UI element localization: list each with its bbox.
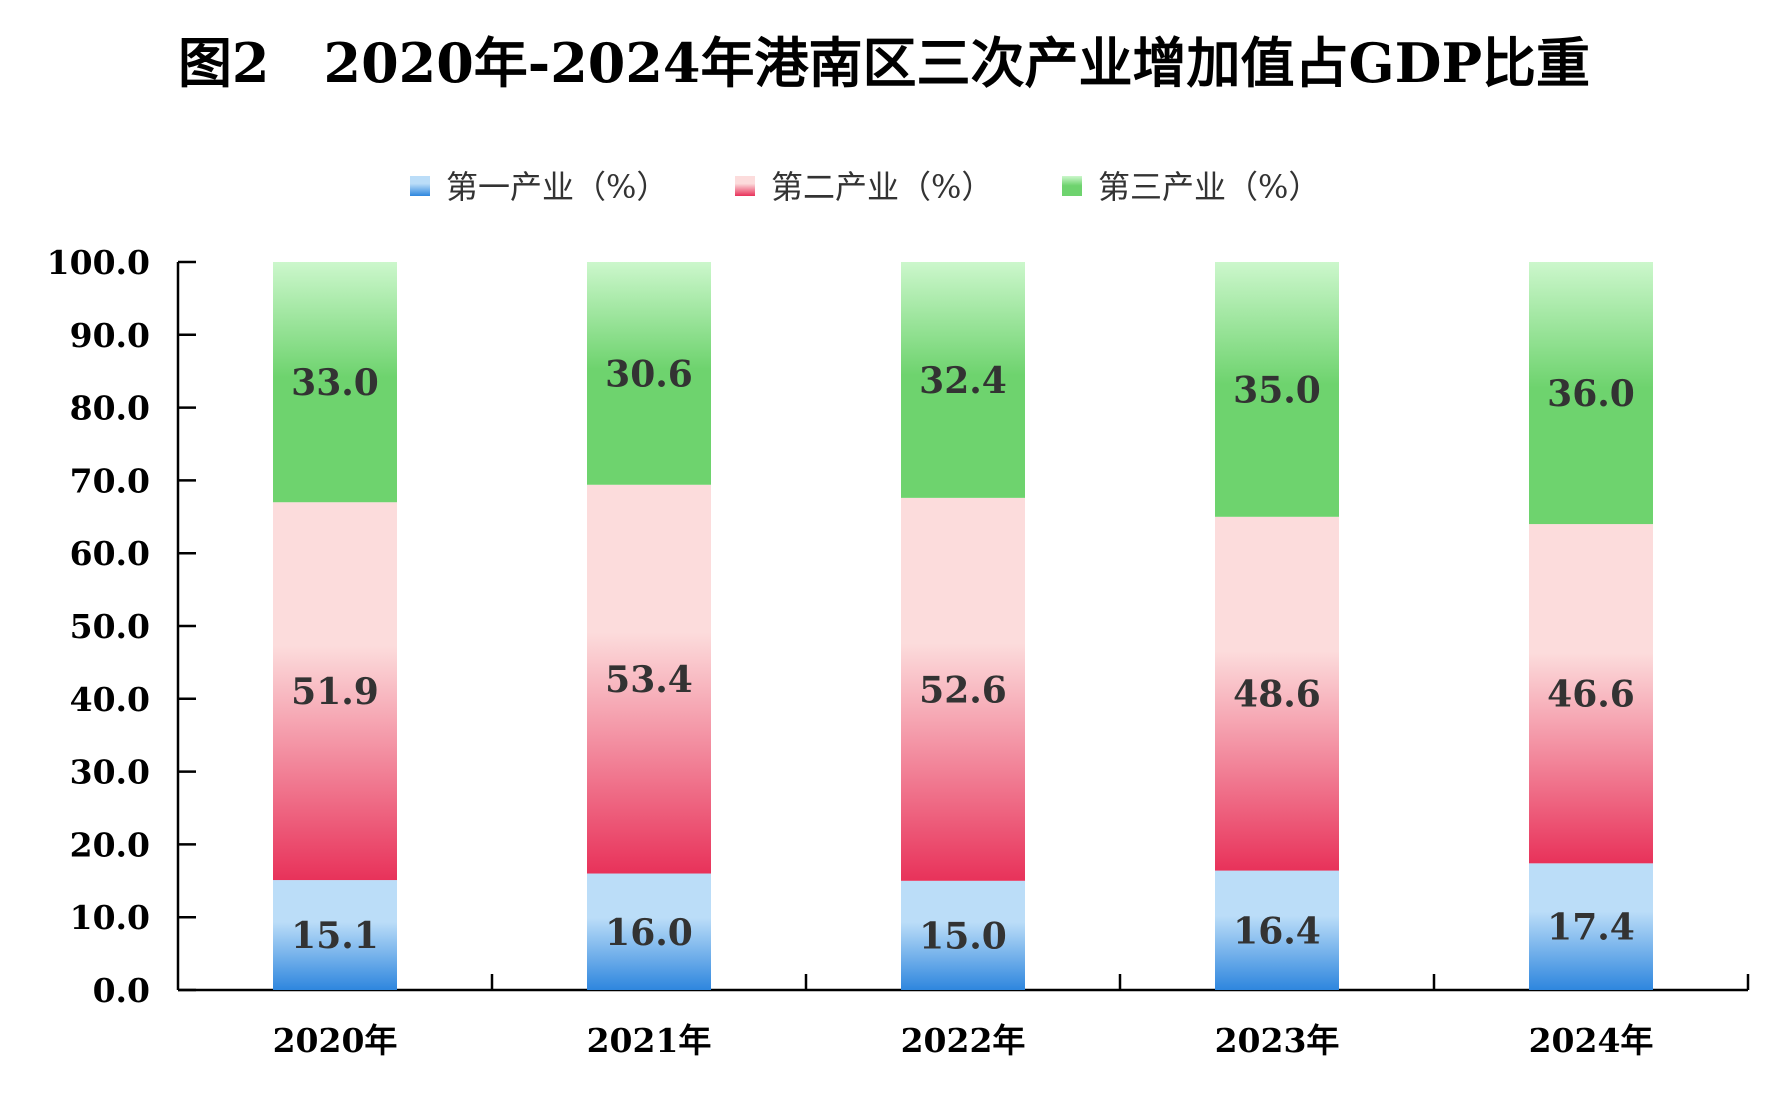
- y-tick-label: 100.0: [47, 243, 150, 282]
- bar-segment: [1215, 870, 1339, 990]
- x-tick-label: 2021年: [587, 1021, 712, 1060]
- x-tick-label: 2023年: [1215, 1021, 1340, 1060]
- chart-title: 图2 2020年-2024年港南区三次产业增加值占GDP比重: [178, 31, 1590, 95]
- legend-label: 第一产业（%）: [446, 168, 668, 206]
- y-axis: 0.0 10.0 20.0 30.0 40.0 50.0 60.0 70.0 80.0 90.0 1…: [47, 243, 196, 1010]
- data-label: 35.0: [1233, 369, 1321, 411]
- legend-item: 第三产业（%）: [1062, 168, 1320, 206]
- bar-segment: [901, 262, 1025, 498]
- x-tick-label: 2020年: [273, 1021, 398, 1060]
- y-tick-label: 20.0: [70, 825, 150, 864]
- bar-segment: [273, 502, 397, 881]
- legend-item: 第一产业（%）: [410, 168, 668, 206]
- bar-segment: [273, 880, 397, 990]
- bar-segment: [1529, 863, 1653, 990]
- y-tick-label: 60.0: [70, 534, 150, 573]
- data-label: 17.4: [1547, 907, 1635, 949]
- bar-segment: [1215, 262, 1339, 517]
- y-tick-label: 40.0: [70, 680, 150, 719]
- y-tick-label: 0.0: [93, 971, 150, 1010]
- data-label: 36.0: [1547, 373, 1635, 415]
- y-tick-label: 80.0: [70, 389, 150, 428]
- data-label: 52.6: [919, 669, 1007, 711]
- y-tick-label: 30.0: [70, 753, 150, 792]
- data-labels: 15.1 51.9 33.0 16.0 53.4 30.6 15.0 52.6 32.4 16.4…: [291, 353, 1635, 957]
- data-label: 33.0: [291, 362, 379, 404]
- legend-swatch: [735, 176, 755, 196]
- data-label: 46.6: [1547, 674, 1635, 716]
- legend-swatch: [410, 176, 430, 196]
- data-label: 16.0: [605, 912, 693, 954]
- legend-swatch: [1062, 176, 1082, 196]
- bar-segment: [587, 484, 711, 874]
- data-label: 15.0: [919, 915, 1007, 957]
- data-label: 32.4: [919, 360, 1007, 402]
- y-tick-label: 50.0: [70, 607, 150, 646]
- bar-segment: [901, 880, 1025, 990]
- bar-segment: [1529, 524, 1653, 864]
- y-tick-label: 70.0: [70, 461, 150, 500]
- data-label: 53.4: [605, 659, 693, 701]
- bar-segment: [273, 262, 397, 503]
- x-tick-label: 2024年: [1529, 1021, 1654, 1060]
- legend-label: 第二产业（%）: [771, 168, 993, 206]
- data-label: 48.6: [1233, 674, 1321, 716]
- legend-item: 第二产业（%）: [735, 168, 993, 206]
- y-tick-label: 90.0: [70, 316, 150, 355]
- data-label: 15.1: [291, 915, 379, 957]
- bar-segment: [1215, 516, 1339, 871]
- bar-segment: [587, 873, 711, 990]
- data-label: 30.6: [605, 353, 693, 395]
- legend-label: 第三产业（%）: [1098, 168, 1320, 206]
- bar-segment: [1529, 262, 1653, 525]
- x-tick-label: 2022年: [901, 1021, 1026, 1060]
- data-label: 51.9: [291, 671, 379, 713]
- bar-segment: [901, 497, 1025, 881]
- bar-segment: [587, 262, 711, 485]
- data-label: 16.4: [1233, 910, 1321, 952]
- bars: [273, 262, 1653, 990]
- y-tick-label: 10.0: [70, 898, 150, 937]
- legend: 第一产业（%） 第二产业（%） 第三产业（%）: [410, 168, 1320, 206]
